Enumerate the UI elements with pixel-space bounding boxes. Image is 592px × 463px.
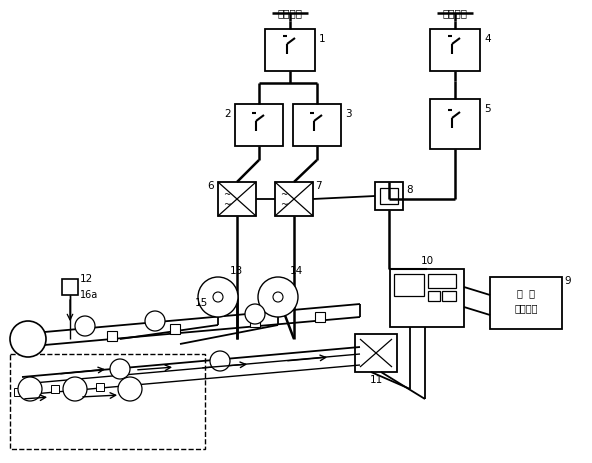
Bar	[96, 383, 104, 391]
Text: ~: ~	[280, 200, 288, 208]
Text: 4: 4	[484, 34, 491, 44]
Bar	[107, 332, 117, 341]
Text: 动力电源: 动力电源	[278, 8, 303, 18]
Bar	[62, 279, 78, 295]
Circle shape	[110, 359, 130, 379]
Bar	[428, 291, 440, 301]
Circle shape	[198, 277, 238, 317]
Circle shape	[10, 321, 46, 357]
Text: 控制电源: 控制电源	[442, 8, 468, 18]
Circle shape	[273, 292, 283, 302]
Text: 6: 6	[207, 181, 214, 191]
Bar	[428, 275, 456, 288]
Circle shape	[75, 316, 95, 336]
Bar	[250, 317, 260, 327]
Text: 15: 15	[195, 297, 208, 307]
Circle shape	[118, 377, 142, 401]
Bar	[265, 30, 315, 72]
Bar	[430, 100, 480, 150]
Text: ~: ~	[280, 189, 288, 199]
Bar	[218, 182, 256, 217]
Text: ~: ~	[223, 200, 230, 208]
Bar	[293, 105, 341, 147]
Text: 5: 5	[484, 104, 491, 114]
Circle shape	[258, 277, 298, 317]
Text: 局域网络: 局域网络	[514, 302, 538, 313]
Bar	[170, 324, 180, 334]
Bar	[275, 182, 313, 217]
Bar	[235, 105, 283, 147]
Text: 9: 9	[564, 275, 571, 285]
Bar	[315, 313, 325, 322]
Text: 8: 8	[406, 185, 413, 194]
Text: 16a: 16a	[80, 289, 98, 300]
Text: 矿  山: 矿 山	[517, 288, 535, 297]
Circle shape	[145, 311, 165, 332]
Text: 12: 12	[80, 274, 94, 283]
Text: 1: 1	[319, 34, 326, 44]
Bar	[51, 385, 59, 393]
Text: 13: 13	[230, 265, 243, 275]
Circle shape	[63, 377, 87, 401]
Bar	[390, 269, 464, 327]
Circle shape	[18, 377, 42, 401]
Text: 11: 11	[369, 374, 382, 384]
Bar	[10, 354, 205, 449]
Circle shape	[210, 351, 230, 371]
Bar	[430, 30, 480, 72]
Circle shape	[213, 292, 223, 302]
Text: 10: 10	[420, 256, 433, 265]
Text: 3: 3	[345, 109, 352, 119]
Text: 7: 7	[315, 181, 321, 191]
Bar	[14, 388, 22, 396]
Bar	[442, 291, 456, 301]
Bar	[375, 182, 403, 211]
Bar	[355, 334, 397, 372]
Circle shape	[245, 304, 265, 324]
Text: ~: ~	[223, 189, 230, 199]
Bar	[380, 188, 398, 205]
Bar	[394, 275, 424, 296]
Bar	[490, 277, 562, 329]
Text: 2: 2	[224, 109, 231, 119]
Text: 14: 14	[290, 265, 303, 275]
